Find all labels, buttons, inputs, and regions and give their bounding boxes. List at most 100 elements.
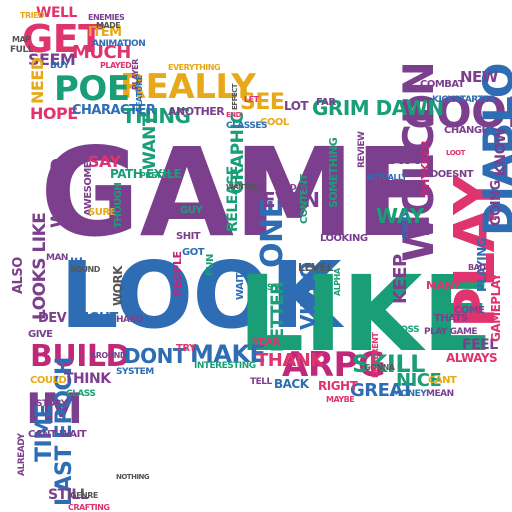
cloud-word: ENEMIES	[88, 13, 125, 22]
cloud-word: KNOW	[493, 128, 509, 176]
cloud-word: PEOPLE	[171, 251, 184, 296]
cloud-word: MADE	[96, 21, 121, 30]
cloud-word: BACK	[274, 377, 309, 391]
cloud-word: BUY	[50, 61, 70, 71]
cloud-word: ARPG	[282, 345, 386, 385]
cloud-word: CHARACTER	[72, 103, 156, 118]
cloud-word: ALPHA	[333, 268, 342, 296]
cloud-word: COMBAT	[420, 79, 465, 90]
cloud-word: COME	[454, 305, 485, 316]
cloud-word: NOTHING	[116, 473, 150, 481]
cloud-word: GOING	[489, 180, 504, 226]
cloud-word: KICKSTARTER	[432, 95, 496, 105]
cloud-word: BOSS	[394, 325, 420, 335]
cloud-word: CHANGE	[444, 125, 488, 136]
cloud-word: MAP	[12, 35, 31, 44]
cloud-word: ANOTHER	[168, 105, 225, 118]
cloud-word: TRIED	[20, 11, 45, 20]
cloud-word: WELL	[36, 5, 77, 21]
cloud-word: EVERYTHING	[168, 63, 221, 72]
cloud-word: RIGHT	[318, 379, 358, 393]
cloud-word: WANT	[140, 115, 160, 170]
cloud-word: GREAT	[350, 380, 414, 401]
cloud-word: CONTENT	[299, 174, 310, 224]
cloud-word: MIGHT	[72, 311, 118, 326]
cloud-word: LIKE	[238, 253, 493, 375]
cloud-word: MUCH	[72, 42, 131, 63]
cloud-word: LEVEL	[298, 261, 334, 274]
cloud-word: PATH EXILE	[110, 167, 182, 181]
cloud-word: HARD	[116, 315, 143, 325]
cloud-word: COULD	[30, 375, 67, 386]
cloud-word: MAKE	[190, 340, 266, 368]
cloud-word: TRY	[176, 343, 196, 354]
cloud-word: LET	[244, 95, 259, 104]
cloud-word: LOOK	[60, 242, 342, 349]
cloud-word: THING	[122, 104, 191, 128]
cloud-word: SAY	[88, 152, 121, 171]
cloud-word: GRIM DAWN	[312, 96, 444, 120]
cloud-word: EVERY	[401, 211, 410, 238]
cloud-word: RELEASE	[225, 166, 241, 232]
cloud-word: BETA	[370, 148, 419, 169]
cloud-word: COOL	[260, 117, 289, 128]
cloud-word: MAN	[46, 253, 68, 263]
cloud-word: NEED	[28, 57, 47, 104]
cloud-word: ALSO	[11, 257, 26, 294]
cloud-word: FAR	[316, 97, 336, 108]
cloud-word: DAY	[290, 183, 307, 192]
cloud-word: GIVE	[28, 329, 53, 340]
cloud-word: GUY	[180, 205, 203, 216]
cloud-word: WAIT	[235, 273, 246, 300]
cloud-word: SEEM	[28, 50, 76, 69]
cloud-word: PRETTY	[140, 171, 172, 180]
cloud-word: TELL	[250, 377, 272, 387]
cloud-word: MONEY	[392, 389, 427, 399]
cloud-word: SOMETHING	[327, 137, 340, 208]
cloud-word: AROUND	[90, 351, 126, 360]
cloud-word: WOULD	[48, 158, 68, 228]
cloud-word: EFFECT	[231, 83, 239, 110]
cloud-word: DIFFERENT	[371, 332, 380, 378]
cloud-word: SHIT	[176, 231, 201, 242]
cloud-word: GENRE	[70, 491, 98, 500]
cloud-word: ALREADY	[17, 433, 27, 476]
cloud-word: THANK	[256, 350, 324, 371]
cloud-word: FIRST	[252, 283, 279, 293]
cloud-word: WAY	[376, 204, 424, 228]
cloud-word: FEATURE	[135, 75, 144, 112]
cloud-word: DOESNT	[430, 169, 474, 180]
cloud-word: CANT WAIT	[28, 429, 87, 440]
cloud-word: SYSTEM	[116, 367, 154, 377]
cloud-word: ACTUALLY	[366, 173, 407, 182]
cloud-word: YEAR	[252, 337, 280, 348]
cloud-word: GET	[22, 17, 104, 61]
cloud-word: THOUGH	[113, 182, 124, 228]
cloud-word: DEV	[38, 311, 67, 326]
cloud-word: END	[226, 111, 241, 119]
cloud-word: LOOKS LIKE	[30, 212, 50, 320]
cloud-word: REALLY	[120, 67, 256, 107]
cloud-word: HOPE	[30, 104, 78, 123]
cloud-word: LOVE	[68, 256, 86, 298]
cloud-word: THINK	[64, 371, 111, 387]
cloud-word: POE	[54, 69, 130, 109]
cloud-word: PLAY GAME	[424, 327, 478, 337]
cloud-word: IM	[26, 384, 83, 433]
cloud-word: FEEL	[462, 337, 498, 353]
cloud-word: GAME	[40, 122, 438, 264]
cloud-word: FUN	[205, 254, 216, 276]
cloud-word: STORY	[36, 399, 67, 409]
cloud-word: BAD	[468, 263, 486, 272]
cloud-word: WANTED	[226, 183, 258, 191]
cloud-word: LOOT	[446, 149, 465, 157]
cloud-word: ITEM	[88, 25, 122, 40]
cloud-word: SKILL	[352, 350, 425, 378]
cloud-word: GONNA	[364, 363, 395, 372]
cloud-word: WORK	[111, 266, 125, 306]
cloud-word: SOUND	[70, 265, 100, 274]
cloud-word: NEW	[460, 68, 498, 86]
cloud-word: NICE	[396, 370, 442, 391]
cloud-word: GOOD	[402, 88, 512, 137]
